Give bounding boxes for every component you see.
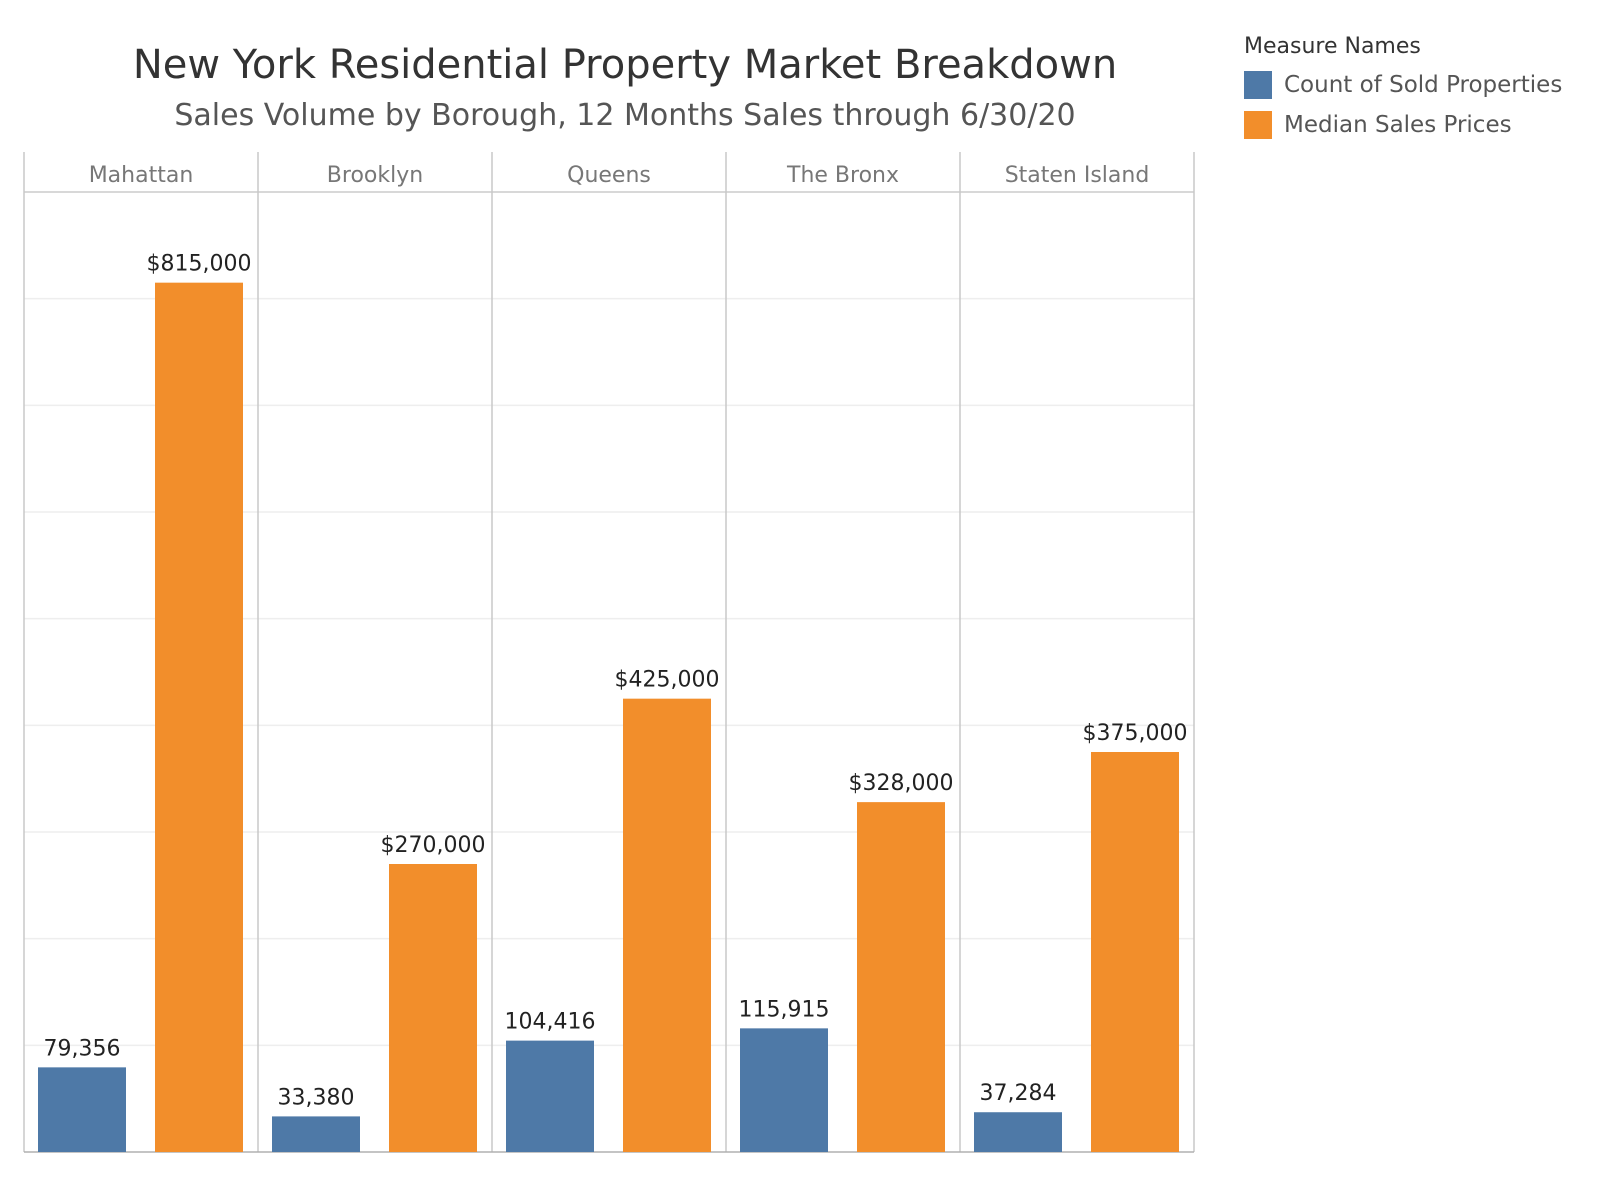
data-label-median: $375,000 <box>1083 721 1188 746</box>
category-header: Brooklyn <box>327 163 423 188</box>
bar-count-sold <box>272 1116 360 1152</box>
legend-label-count: Count of Sold Properties <box>1284 72 1563 98</box>
data-label-count: 79,356 <box>44 1036 121 1061</box>
category-header: Queens <box>567 163 651 188</box>
legend-swatch-count <box>1244 71 1272 99</box>
legend-item-count[interactable]: Count of Sold Properties <box>1244 65 1562 105</box>
data-label-count: 37,284 <box>980 1081 1057 1106</box>
bar-count-sold <box>974 1112 1062 1152</box>
bar-median-price <box>1091 752 1179 1152</box>
data-label-median: $270,000 <box>381 833 486 858</box>
data-label-count: 115,915 <box>739 997 830 1022</box>
legend-label-median: Median Sales Prices <box>1284 112 1512 138</box>
category-header: Staten Island <box>1005 163 1150 188</box>
data-label-median: $425,000 <box>615 668 720 693</box>
data-label-median: $328,000 <box>849 771 954 796</box>
bar-median-price <box>389 864 477 1152</box>
chart-title: New York Residential Property Market Bre… <box>132 42 1118 88</box>
legend-swatch-median <box>1244 111 1272 139</box>
legend-title: Measure Names <box>1244 34 1421 59</box>
bar-count-sold <box>740 1028 828 1152</box>
bar-count-sold <box>506 1040 594 1152</box>
data-label-count: 33,380 <box>278 1085 355 1110</box>
category-header: The Bronx <box>786 163 899 188</box>
bar-median-price <box>155 282 243 1153</box>
chart-subtitle: Sales Volume by Borough, 12 Months Sales… <box>174 98 1076 133</box>
data-label-median: $815,000 <box>147 252 252 277</box>
data-label-count: 104,416 <box>505 1010 596 1035</box>
legend-item-median[interactable]: Median Sales Prices <box>1244 105 1562 145</box>
bar-median-price <box>623 698 711 1152</box>
bar-count-sold <box>38 1067 126 1152</box>
legend: Measure Names Count of Sold Properties M… <box>1244 34 1562 145</box>
category-header: Mahattan <box>89 163 194 188</box>
bar-median-price <box>857 802 945 1152</box>
